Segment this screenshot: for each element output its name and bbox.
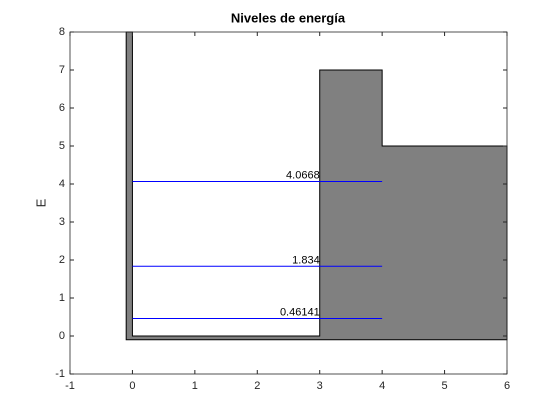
axes-box [69,31,508,375]
x-tick-label: 2 [254,380,260,392]
chart-title: Niveles de energía [231,10,346,25]
y-tick-label: 5 [59,140,65,152]
level-label: 1.834 [292,254,320,266]
level-label: 0.46141 [280,306,320,318]
level-label: 4.0668 [286,169,320,181]
y-tick-label: 4 [59,178,65,190]
x-tick-label: 0 [129,380,135,392]
y-tick-label: 0 [59,330,65,342]
x-tick-label: 1 [192,380,198,392]
x-tick-label: 5 [442,380,448,392]
y-tick-label: -1 [55,368,65,380]
y-tick-label: 1 [59,292,65,304]
x-tick-label: -1 [65,380,75,392]
y-tick-label: 7 [59,64,65,76]
y-tick-label: 3 [59,216,65,228]
x-tick-label: 3 [317,380,323,392]
y-axis-label: E [33,198,48,207]
y-tick-label: 2 [59,254,65,266]
y-tick-label: 6 [59,102,65,114]
potential-area [125,31,508,341]
x-tick-label: 6 [504,380,510,392]
x-tick-label: 4 [379,380,385,392]
y-tick-label: 8 [59,26,65,38]
